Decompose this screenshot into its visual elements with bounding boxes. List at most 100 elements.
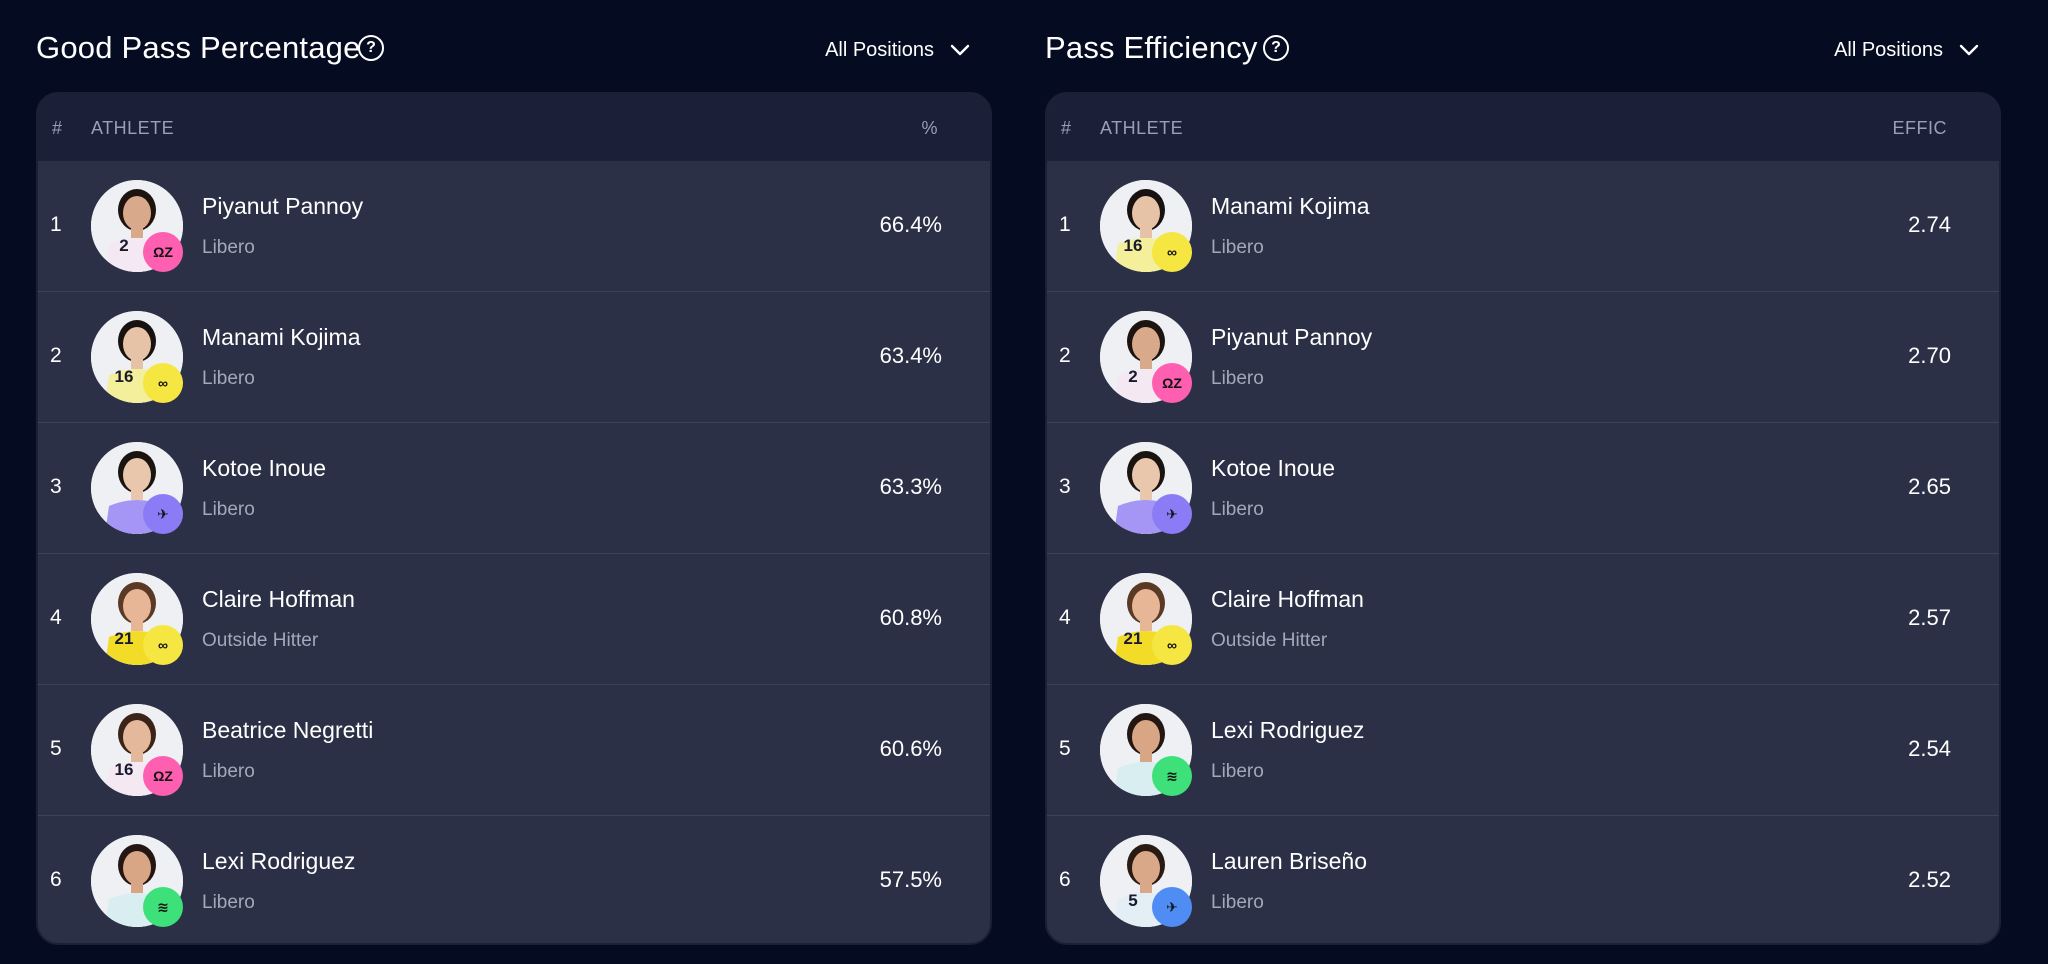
athlete-name[interactable]: Piyanut Pannoy <box>1211 324 1373 350</box>
athlete-position: Libero <box>202 892 255 913</box>
positions-dropdown[interactable]: All Positions <box>825 36 970 64</box>
question-circle-icon[interactable]: ? <box>1263 35 1289 61</box>
athlete-avatar: 16 ∞ <box>1100 180 1192 272</box>
positions-dropdown[interactable]: All Positions <box>1834 36 1979 64</box>
athlete-photo: 16 <box>1100 180 1192 272</box>
panel-title: Pass Efficiency <box>1045 30 1258 65</box>
athlete-name[interactable]: Lexi Rodriguez <box>1211 717 1365 743</box>
athlete-name[interactable]: Lauren Briseño <box>1211 848 1367 874</box>
athlete-avatar: 2 ΩZ <box>1100 311 1192 403</box>
panel-header: Good Pass Percentage ? All Positions <box>36 28 992 72</box>
rank-number: 2 <box>1059 344 1071 367</box>
athlete-name[interactable]: Beatrice Negretti <box>202 717 374 743</box>
athlete-position: Libero <box>1211 761 1264 782</box>
team-logo-icon: ∞ <box>1152 625 1192 665</box>
athlete-position: Libero <box>202 499 255 520</box>
stat-column-header[interactable]: % <box>921 118 938 138</box>
table-row[interactable]: 4 21 ∞ Claire Hoffman Outside H <box>38 554 990 685</box>
table-header: # ATHLETE % <box>38 94 990 161</box>
team-logo-mark: ✈ <box>1166 898 1178 915</box>
rank-number: 6 <box>50 868 62 891</box>
athlete-avatar: 16 ∞ <box>91 311 183 403</box>
athlete-name[interactable]: Claire Hoffman <box>202 586 355 612</box>
athlete-avatar: 21 ∞ <box>1100 573 1192 665</box>
table-row[interactable]: 1 16 ∞ Manami Kojima Libero <box>1047 161 1999 292</box>
team-logo-icon: ΩZ <box>143 756 183 796</box>
team-logo-icon: ΩZ <box>1152 363 1192 403</box>
athlete-column-header[interactable]: ATHLETE <box>91 118 175 138</box>
jersey-number: 16 <box>1123 236 1143 255</box>
athlete-name[interactable]: Manami Kojima <box>202 324 361 350</box>
rank-column-header: # <box>1061 118 1072 138</box>
stat-value: 66.4% <box>879 212 942 237</box>
athlete-name[interactable]: Manami Kojima <box>1211 193 1370 219</box>
team-logo-icon: ≋ <box>143 887 183 927</box>
stat-value: 2.54 <box>1908 736 1951 761</box>
athlete-avatar: 16 ΩZ <box>91 704 183 796</box>
stat-value: 63.4% <box>879 343 942 368</box>
table-row[interactable]: 4 21 ∞ Claire Hoffman Outside H <box>1047 554 1999 685</box>
rank-number: 4 <box>1059 606 1071 629</box>
table-row[interactable]: 6 ≋ Lexi Rodriguez Libero <box>38 816 990 943</box>
leaderboard-table: # ATHLETE % 1 2 ΩZ <box>36 92 992 945</box>
jersey-number: 16 <box>114 760 134 779</box>
question-circle-icon[interactable]: ? <box>358 35 384 61</box>
table-row[interactable]: 1 2 ΩZ Piyanut Pannoy Libero <box>38 161 990 292</box>
athlete-name[interactable]: Kotoe Inoue <box>202 455 327 481</box>
chevron-down-icon <box>1959 44 1979 56</box>
table-row[interactable]: 5 16 ΩZ Beatrice Negretti Liber <box>38 685 990 816</box>
athlete-avatar: ✈ <box>1100 442 1192 534</box>
chevron-down-icon <box>950 44 970 56</box>
team-logo-icon: ∞ <box>143 625 183 665</box>
panel-header: Pass Efficiency ? All Positions <box>1045 28 2001 72</box>
rank-number: 3 <box>50 475 62 498</box>
pass-efficiency-panel: Pass Efficiency ? All Positions # ATHLET… <box>1045 0 2001 964</box>
athlete-photo: 21 <box>1100 573 1192 665</box>
athlete-position: Outside Hitter <box>1211 630 1328 651</box>
athlete-name[interactable]: Piyanut Pannoy <box>202 193 364 219</box>
team-logo-mark: ΩZ <box>1162 375 1182 391</box>
athlete-name[interactable]: Lexi Rodriguez <box>202 848 356 874</box>
rank-number: 5 <box>50 737 62 760</box>
stat-value: 2.52 <box>1908 867 1951 892</box>
athlete-name[interactable]: Kotoe Inoue <box>1211 455 1336 481</box>
team-logo-icon: ≋ <box>1152 756 1192 796</box>
team-logo-mark: ΩZ <box>153 768 173 784</box>
jersey-number: 2 <box>1128 367 1138 386</box>
rank-number: 1 <box>50 213 62 236</box>
team-logo-mark: ΩZ <box>153 244 173 260</box>
athlete-name[interactable]: Claire Hoffman <box>1211 586 1364 612</box>
table-row[interactable]: 2 2 ΩZ Piyanut Pannoy Libero <box>1047 292 1999 423</box>
athlete-position: Libero <box>202 368 255 389</box>
athlete-position: Libero <box>1211 892 1264 913</box>
rank-number: 3 <box>1059 475 1071 498</box>
table-row[interactable]: 5 ≋ Lexi Rodriguez Libero <box>1047 685 1999 816</box>
athlete-position: Libero <box>1211 237 1264 258</box>
athlete-avatar: ✈ <box>91 442 183 534</box>
rank-number: 2 <box>50 344 62 367</box>
team-logo-mark: ∞ <box>158 637 168 653</box>
table-row[interactable]: 3 ✈ Kotoe Inoue Libero 6 <box>38 423 990 554</box>
jersey-number: 21 <box>114 629 134 648</box>
athlete-column-header[interactable]: ATHLETE <box>1100 118 1184 138</box>
table-row[interactable]: 2 16 ∞ Manami Kojima Libero <box>38 292 990 423</box>
team-logo-icon: ✈ <box>1152 494 1192 534</box>
stat-value: 2.70 <box>1908 343 1951 368</box>
table-row[interactable]: 3 ✈ Kotoe Inoue Libero 2 <box>1047 423 1999 554</box>
jersey-number: 2 <box>119 236 129 255</box>
team-logo-mark: ≋ <box>1166 767 1178 784</box>
athlete-position: Libero <box>1211 368 1264 389</box>
jersey-number: 21 <box>1123 629 1143 648</box>
athlete-avatar: ≋ <box>91 835 183 927</box>
stat-value: 60.6% <box>879 736 942 761</box>
rank-column-header: # <box>52 118 63 138</box>
team-logo-mark: ∞ <box>158 375 168 391</box>
good-pass-percentage-panel: Good Pass Percentage ? All Positions # A… <box>36 0 992 964</box>
table-row[interactable]: 6 5 ✈ Lauren Briseño Libero <box>1047 816 1999 943</box>
rank-number: 4 <box>50 606 62 629</box>
athlete-avatar: ≋ <box>1100 704 1192 796</box>
jersey-number: 5 <box>1128 891 1138 910</box>
stat-column-header[interactable]: EFFIC <box>1892 118 1947 138</box>
rank-number: 6 <box>1059 868 1071 891</box>
athlete-position: Libero <box>1211 499 1264 520</box>
